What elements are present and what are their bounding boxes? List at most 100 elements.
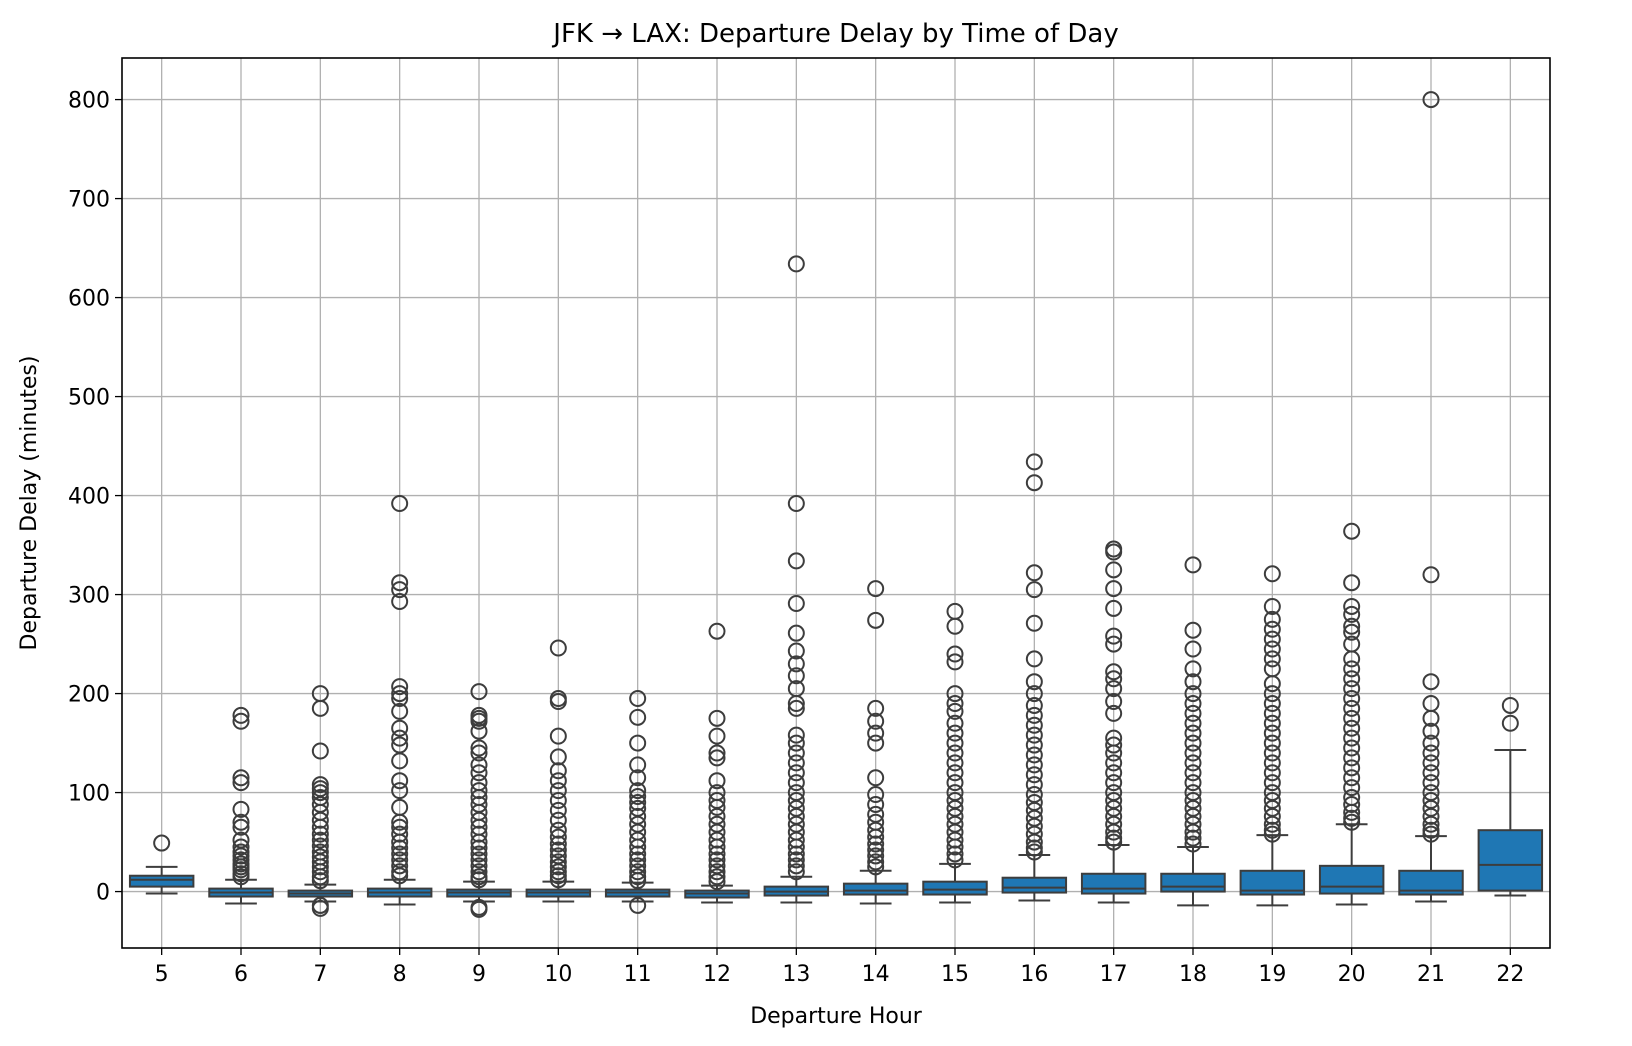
outlier-point (1105, 692, 1123, 710)
outlier-point (1025, 564, 1043, 582)
outlier-point (708, 873, 726, 891)
outlier-point (549, 858, 567, 876)
outlier-point (946, 845, 964, 863)
outlier-point (311, 784, 329, 802)
outlier-point (549, 821, 567, 839)
outlier-point (629, 793, 647, 811)
outlier-point (1263, 815, 1281, 833)
outlier-point (1263, 630, 1281, 648)
outlier-point (946, 685, 964, 703)
outlier-point (1184, 694, 1202, 712)
outlier-point (1343, 699, 1361, 717)
outlier-point (549, 639, 567, 657)
outlier-point (1343, 813, 1361, 831)
outlier-point (1263, 774, 1281, 792)
outlier-point (1025, 825, 1043, 843)
outlier-point (867, 841, 885, 859)
outlier-point (1263, 640, 1281, 658)
outlier-point (1184, 621, 1202, 639)
outlier-point (1184, 556, 1202, 574)
outlier-point (1105, 627, 1123, 645)
outlier-point (391, 867, 409, 885)
outlier-point (1343, 574, 1361, 592)
outlier-point (946, 617, 964, 635)
outlier-point (1263, 675, 1281, 693)
outlier-point (708, 831, 726, 849)
outlier-point (1343, 779, 1361, 797)
outlier-point (946, 851, 964, 869)
outlier-point (549, 791, 567, 809)
outlier-point (470, 851, 488, 869)
box-iqr (1160, 872, 1226, 893)
box-hour-10 (525, 639, 592, 903)
outlier-point (391, 825, 409, 843)
outlier-point (1343, 680, 1361, 698)
outlier-point (787, 754, 805, 772)
box-iqr (1477, 829, 1544, 892)
x-tick-label: 9 (472, 962, 486, 987)
outlier-point (549, 782, 567, 800)
outlier-point (391, 494, 409, 512)
outlier-point (708, 851, 726, 869)
outlier-point (1422, 774, 1440, 792)
box-iqr (128, 874, 195, 888)
outlier-point (1422, 744, 1440, 762)
outlier-point (1422, 825, 1440, 843)
axis-ticks: 0 100 200 300 400 500 600 700 800 5 6 7 8 9 10 11 12 13 14… (68, 89, 1524, 987)
outlier-point (1105, 754, 1123, 772)
outlier-point (629, 769, 647, 787)
outlier-point (1422, 566, 1440, 584)
outlier-point (708, 798, 726, 816)
outlier-point (549, 801, 567, 819)
outlier-point (549, 811, 567, 829)
outlier-point (629, 872, 647, 890)
box-hour-17 (1080, 540, 1147, 904)
box-hour-5 (128, 834, 195, 895)
outlier-point (1025, 696, 1043, 714)
box-iqr (1398, 869, 1464, 896)
outlier-point (549, 772, 567, 790)
outlier-point (629, 838, 647, 856)
outlier-point (1105, 599, 1123, 617)
outlier-point (391, 839, 409, 857)
outlier-point (391, 685, 409, 703)
outlier-point (867, 724, 885, 742)
outlier-point (867, 853, 885, 871)
outlier-point (232, 813, 250, 831)
outlier-point (787, 845, 805, 863)
outlier-point (1343, 522, 1361, 540)
x-tick-label: 15 (941, 962, 969, 987)
outlier-point (311, 742, 329, 760)
outlier-point (708, 772, 726, 790)
outlier-point (629, 788, 647, 806)
outlier-point (1343, 749, 1361, 767)
outlier-point (946, 774, 964, 792)
outlier-point (1105, 580, 1123, 598)
x-tick-label: 16 (1020, 962, 1048, 987)
outlier-point (1343, 803, 1361, 821)
outlier-point (1025, 726, 1043, 744)
outlier-point (470, 739, 488, 757)
outlier-point (1105, 543, 1123, 561)
outlier-point (391, 581, 409, 599)
outlier-point (1343, 660, 1361, 678)
outlier-point (708, 749, 726, 767)
outlier-point (708, 838, 726, 856)
outlier-point (787, 857, 805, 875)
box-iqr (1001, 876, 1068, 894)
outlier-point (470, 811, 488, 829)
x-tick-label: 21 (1417, 962, 1445, 987)
outlier-point (1422, 91, 1440, 109)
outlier-point (391, 782, 409, 800)
outlier-point (311, 699, 329, 717)
outlier-point (629, 690, 647, 708)
box-hour-7 (287, 685, 354, 917)
outlier-point (708, 845, 726, 863)
outlier-point (1263, 694, 1281, 712)
outlier-point (391, 845, 409, 863)
outlier-point (1343, 623, 1361, 641)
outlier-point (946, 764, 964, 782)
outlier-point (1105, 736, 1123, 754)
outlier-point (549, 762, 567, 780)
outlier-point (867, 712, 885, 730)
